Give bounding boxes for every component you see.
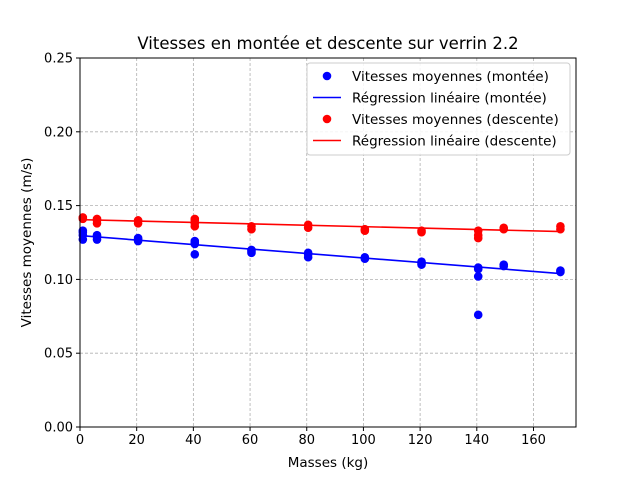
data-point — [92, 214, 102, 224]
plot-frame — [79, 57, 577, 428]
legend-label: Régression linéaire (montée) — [352, 91, 547, 107]
legend-label: Vitesses moyennes (montée) — [352, 69, 549, 85]
x-tick-label: 80 — [298, 433, 315, 448]
x-tick-label: 0 — [76, 433, 84, 448]
data-point — [190, 236, 200, 246]
data-point — [499, 260, 509, 269]
data-point — [473, 226, 483, 235]
data-point — [92, 230, 102, 240]
data-point — [190, 214, 200, 224]
data-point — [556, 221, 565, 231]
data-point — [473, 310, 483, 320]
legend-label: Régression linéaire (descente) — [352, 134, 557, 150]
legend-box — [306, 62, 571, 156]
x-tick-label: 140 — [464, 433, 489, 448]
x-axis-label: Masses (kg) — [288, 455, 369, 471]
axis-ticks: 0 20 40 60 80 100 120 140 160 0.00 0.05 0.10 0.15 0.2… — [44, 52, 546, 449]
legend-marker — [322, 71, 332, 81]
legend-label: Vitesses moyennes (descente) — [352, 112, 559, 128]
legend: Vitesses moyennes (montée) Régression lin… — [306, 62, 571, 156]
data-point — [78, 226, 88, 235]
y-tick-label: 0.10 — [44, 273, 73, 288]
x-tick-label: 60 — [242, 433, 259, 448]
y-tick-label: 0.05 — [44, 347, 73, 362]
data-point — [190, 250, 200, 259]
y-tick-label: 0.20 — [44, 125, 73, 140]
data-point — [360, 252, 370, 262]
data-point — [473, 272, 483, 281]
regression-line — [79, 234, 562, 275]
plot-marks — [78, 213, 565, 320]
y-tick-label: 0.00 — [44, 421, 73, 436]
regression-line — [79, 218, 562, 233]
x-tick-label: 40 — [185, 433, 202, 448]
x-tick-label: 160 — [521, 433, 546, 448]
data-point — [417, 257, 426, 266]
y-axis-label: Vitesses moyennes (m/s) — [19, 158, 35, 328]
x-tick-label: 120 — [408, 433, 433, 448]
x-tick-label: 20 — [128, 433, 145, 448]
legend-marker — [322, 114, 332, 124]
chart-title: Vitesses en montée et descente sur verri… — [137, 34, 518, 53]
y-tick-label: 0.25 — [44, 52, 73, 67]
y-tick-label: 0.15 — [44, 199, 73, 214]
x-tick-label: 100 — [351, 433, 376, 448]
